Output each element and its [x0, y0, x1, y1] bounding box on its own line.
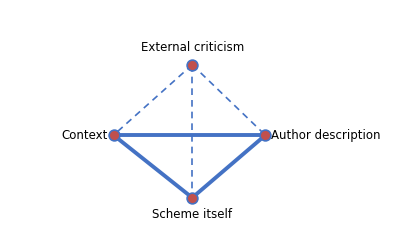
- Text: Author description: Author description: [271, 129, 381, 142]
- Text: Scheme itself: Scheme itself: [152, 208, 232, 222]
- Point: [110, 133, 117, 137]
- Text: External criticism: External criticism: [141, 41, 244, 54]
- Point: [189, 196, 195, 200]
- Point: [262, 133, 269, 137]
- Point: [189, 63, 195, 67]
- Text: Context: Context: [61, 129, 108, 142]
